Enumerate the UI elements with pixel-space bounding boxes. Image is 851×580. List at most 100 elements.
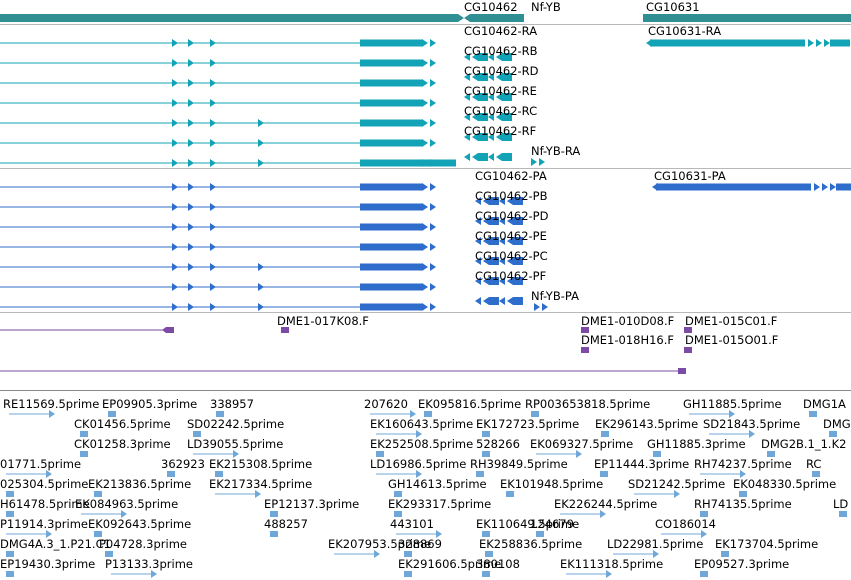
bac-label-017k08[interactable]: DME1-017K08.F	[277, 314, 369, 328]
est-label[interactable]: EP12137.3prime	[264, 497, 360, 511]
bac-label-015o01[interactable]: DME1-015O01.F	[685, 333, 779, 347]
bac-label-010d08[interactable]: DME1-010D08.F	[581, 314, 675, 328]
est-label[interactable]: 362923	[161, 457, 205, 471]
est-label[interactable]: CK01456.5prime	[74, 417, 171, 431]
est-label[interactable]: 124679	[530, 517, 574, 531]
est-label[interactable]: P04728.3prime	[99, 537, 187, 551]
transcript-label-cg10462-ra[interactable]: CG10462-RA	[464, 24, 538, 38]
bac-label-018h16[interactable]: DME1-018H16.F	[581, 333, 675, 347]
est-label[interactable]: EK173704.5prime	[715, 537, 819, 551]
bac-end-glyph-010d08[interactable]	[581, 327, 589, 333]
transcript-label-cg10462-pf[interactable]: CG10462-PF	[475, 269, 547, 283]
est-label[interactable]: DMG4A.3_1.P21.C1	[0, 537, 111, 551]
est-label[interactable]: EK258836.5prime	[479, 537, 583, 551]
est-label[interactable]: EK092643.5prime	[88, 517, 192, 531]
bac-end-glyph-1[interactable]	[162, 327, 174, 333]
est-end-glyph	[49, 410, 55, 418]
est-label[interactable]: LD16986.5prime	[370, 457, 467, 471]
est-label[interactable]: LD39055.5prime	[187, 437, 284, 451]
est-label[interactable]: EK110649.5prime	[476, 517, 580, 531]
est-label[interactable]: CO186014	[655, 517, 716, 531]
transcript-label-cg10462-pc[interactable]: CG10462-PC	[475, 249, 548, 263]
transcript-label-cg10462-re[interactable]: CG10462-RE	[464, 84, 537, 98]
est-label[interactable]: EK160643.5prime	[370, 417, 474, 431]
transcript-label-cg10462-pd[interactable]: CG10462-PD	[475, 209, 549, 223]
est-label[interactable]: RH39849.5prime	[470, 457, 568, 471]
gene-glyph-cg10631[interactable]	[643, 14, 851, 22]
est-label[interactable]: DMG	[823, 417, 851, 431]
gene-label-cg10462[interactable]: CG10462	[464, 0, 518, 14]
strand-arrow	[172, 303, 178, 311]
transcript-label-cg10462-rf[interactable]: CG10462-RF	[464, 124, 537, 138]
transcript-label-cg10462-pb[interactable]: CG10462-PB	[475, 189, 548, 203]
est-label[interactable]: EK172723.5prime	[476, 417, 580, 431]
est-label[interactable]: EK291606.5prime	[398, 557, 502, 571]
est-label[interactable]: EP09527.3prime	[694, 557, 790, 571]
est-label[interactable]: EK215308.5prime	[209, 457, 313, 471]
gene-label-nf-yb[interactable]: Nf-YB	[531, 0, 561, 14]
est-label[interactable]: EK296143.5prime	[595, 417, 699, 431]
est-label[interactable]: EK048330.5prime	[733, 477, 837, 491]
transcript-label-cg10462-rb[interactable]: CG10462-RB	[464, 44, 538, 58]
transcript-label-cg10462-rc[interactable]: CG10462-RC	[464, 104, 538, 118]
gene-glyph-cg10462[interactable]	[0, 14, 458, 22]
est-label[interactable]: EK069327.5prime	[530, 437, 634, 451]
est-label[interactable]: EK207953.5prime	[328, 537, 432, 551]
transcript-label-cg10462-rd[interactable]: CG10462-RD	[464, 64, 539, 78]
gene-glyph-nf-yb[interactable]	[464, 14, 524, 22]
bac-label-015c01[interactable]: DME1-015C01.F	[685, 314, 778, 328]
est-label[interactable]: 488257	[264, 517, 308, 531]
est-label[interactable]: RC	[806, 457, 822, 471]
est-label[interactable]: 01771.5prime	[0, 457, 82, 471]
est-label[interactable]: DMG2B.1_1.K2	[761, 437, 847, 451]
est-label[interactable]: RH74237.5prime	[694, 457, 792, 471]
est-label[interactable]: LD22981.5prime	[607, 537, 704, 551]
est-label[interactable]: EP09905.3prime	[102, 397, 198, 411]
est-label[interactable]: EK213836.5prime	[88, 477, 192, 491]
transcript-label-cg10462-pe[interactable]: CG10462-PE	[475, 229, 547, 243]
est-label[interactable]: P11914.3prime	[0, 517, 88, 531]
est-label[interactable]: H61478.5prime	[0, 497, 90, 511]
est-label[interactable]: SD02242.5prime	[187, 417, 285, 431]
est-label[interactable]: 338957	[210, 397, 254, 411]
est-label[interactable]: P13133.3prime	[105, 557, 193, 571]
est-label[interactable]: EK293317.5prime	[388, 497, 492, 511]
transcript-label-cg10631-pa[interactable]: CG10631-PA	[654, 169, 726, 183]
transcript-label-nf-yb-pa[interactable]: Nf-YB-PA	[531, 289, 579, 303]
est-label[interactable]: RP003653818.5prime	[525, 397, 651, 411]
gene-label-cg10631[interactable]: CG10631	[646, 0, 700, 14]
est-label[interactable]: 443101	[390, 517, 434, 531]
est-label[interactable]: EK252508.5prime	[370, 437, 474, 451]
transcript-label-cg10462-pa[interactable]: CG10462-PA	[475, 169, 547, 183]
est-label[interactable]: EK095816.5prime	[418, 397, 522, 411]
est-label[interactable]: 328869	[398, 537, 442, 551]
est-label[interactable]: RH74135.5prime	[694, 497, 792, 511]
est-label[interactable]: 207620	[364, 397, 408, 411]
est-label[interactable]: LD	[833, 497, 849, 511]
est-label[interactable]: RE11569.5prime	[3, 397, 100, 411]
est-label[interactable]: EK084963.5prime	[75, 497, 179, 511]
est-label[interactable]: EK101948.5prime	[500, 477, 604, 491]
bac-end-glyph-018h16[interactable]	[581, 347, 589, 353]
est-label[interactable]: DMG1A	[803, 397, 846, 411]
est-label[interactable]: GH14613.5prime	[388, 477, 487, 491]
est-label[interactable]: SD21843.5prime	[703, 417, 801, 431]
est-label[interactable]: 380108	[476, 557, 520, 571]
est-label[interactable]: EK217334.5prime	[209, 477, 313, 491]
est-label[interactable]: EK111318.5prime	[560, 557, 664, 571]
est-label[interactable]: SD21242.5prime	[628, 477, 726, 491]
bac-end-glyph-015o01[interactable]	[684, 347, 692, 353]
est-label[interactable]: 528266	[476, 437, 520, 451]
transcript-label-nf-yb-ra[interactable]: Nf-YB-RA	[531, 144, 581, 158]
bac-end-glyph-015c01[interactable]	[684, 327, 692, 333]
transcript-label-cg10631-ra[interactable]: CG10631-RA	[648, 24, 722, 38]
est-label[interactable]: EK226244.5prime	[554, 497, 658, 511]
bac-end-glyph-017k08[interactable]	[281, 327, 289, 333]
est-label[interactable]: 025304.5prime	[0, 477, 89, 491]
est-label[interactable]: EP19430.3prime	[0, 557, 96, 571]
est-label[interactable]: EP11444.3prime	[594, 457, 690, 471]
est-label[interactable]: CK01258.3prime	[74, 437, 171, 451]
bac-end-glyph-2[interactable]	[678, 368, 686, 374]
est-label[interactable]: GH11885.3prime	[647, 437, 746, 451]
est-label[interactable]: GH11885.5prime	[683, 397, 782, 411]
